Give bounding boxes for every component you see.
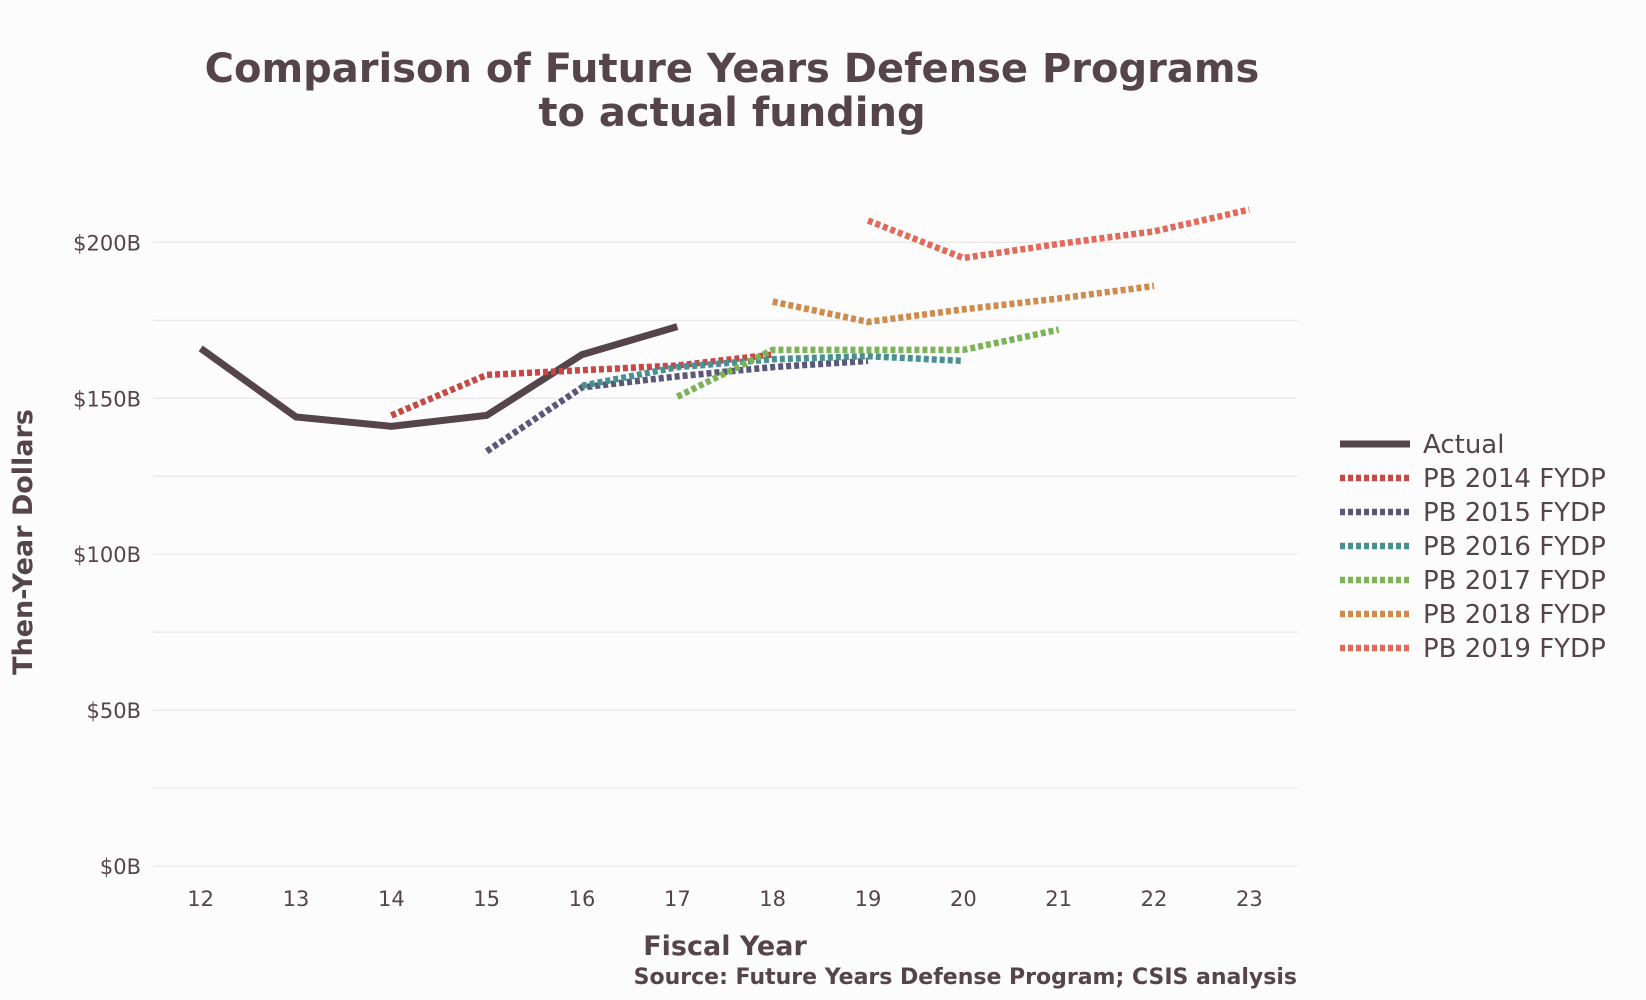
x-tick-label: 18: [759, 887, 786, 911]
x-tick-label: 21: [1045, 887, 1072, 911]
x-tick-label: 14: [378, 887, 405, 911]
legend-label: PB 2016 FYDP: [1423, 532, 1606, 562]
y-axis-ticks: $0B $50B $100B $150B $200B: [73, 231, 141, 879]
series-line-pb-2019-fydp: [866, 206, 1251, 262]
y-tick-label: $200B: [73, 231, 141, 255]
x-tick-label: 19: [855, 887, 882, 911]
y-tick-label: $50B: [87, 699, 142, 723]
y-tick-label: $100B: [73, 543, 141, 567]
x-tick-label: 22: [1141, 887, 1168, 911]
x-tick-label: 17: [664, 887, 691, 911]
legend-label: Actual: [1423, 430, 1504, 460]
legend-label: PB 2014 FYDP: [1423, 464, 1606, 494]
legend-label: PB 2015 FYDP: [1423, 498, 1606, 528]
x-axis-ticks: 12 13 14 15 16 17 18 19 20 21 22 23: [187, 887, 1262, 911]
series-line-actual: [198, 323, 679, 430]
series-line-pb-2018-fydp: [772, 282, 1155, 326]
grid: [153, 241, 1297, 867]
x-tick-label: 23: [1236, 887, 1263, 911]
x-tick-label: 20: [950, 887, 977, 911]
legend-label: PB 2018 FYDP: [1423, 600, 1606, 630]
y-tick-label: $150B: [73, 387, 141, 411]
series-line-pb-2017-fydp: [675, 326, 1060, 400]
x-tick-label: 16: [569, 887, 596, 911]
y-tick-label: $0B: [100, 855, 141, 879]
legend: Actual PB 2014 FYDP PB 2015 FYDP PB 2016 FY…: [1340, 430, 1606, 664]
series-lines: [198, 206, 1251, 454]
x-tick-label: 15: [473, 887, 500, 911]
legend-label: PB 2017 FYDP: [1423, 566, 1606, 596]
legend-label: PB 2019 FYDP: [1423, 634, 1606, 664]
series-line-pb-2016-fydp: [581, 352, 964, 389]
source-caption: Source: Future Years Defense Program; CS…: [634, 965, 1297, 990]
series-line-pb-2015-fydp: [484, 357, 869, 454]
chart-title-line-1: Comparison of Future Years Defense Progr…: [205, 46, 1260, 92]
x-tick-label: 13: [283, 887, 310, 911]
x-axis-title: Fiscal Year: [643, 931, 807, 962]
y-axis-title: Then-Year Dollars: [8, 409, 39, 675]
chart-title: Comparison of Future Years Defense Progr…: [205, 46, 1260, 136]
chart-title-line-2: to actual funding: [538, 90, 925, 136]
x-tick-label: 12: [187, 887, 214, 911]
